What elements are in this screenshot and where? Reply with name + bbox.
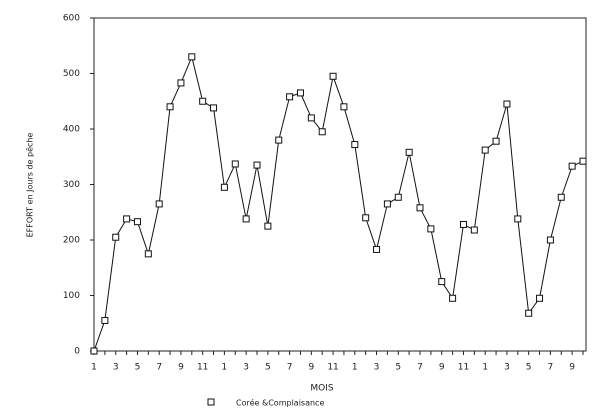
y-tick-label: 0: [74, 347, 80, 357]
point-marker: [568, 162, 576, 170]
x-tick-label: 5: [395, 363, 401, 373]
x-tick-label: 7: [287, 363, 293, 373]
point-marker: [383, 200, 391, 208]
point-marker: [220, 183, 228, 191]
point-marker: [188, 53, 196, 61]
x-axis-label: MOIS: [310, 384, 334, 394]
x-tick-label: 1: [91, 363, 97, 373]
point-marker: [231, 160, 239, 168]
point-marker: [112, 233, 120, 241]
point-marker: [492, 137, 500, 145]
x-tick-label: 3: [504, 363, 510, 373]
point-marker: [329, 72, 337, 80]
point-marker: [546, 236, 554, 244]
point-marker: [242, 215, 250, 223]
series-line: [93, 55, 584, 352]
point-marker: [557, 193, 565, 201]
point-marker: [155, 200, 163, 208]
point-marker: [525, 309, 533, 317]
x-tick-label: 3: [113, 363, 119, 373]
point-marker: [503, 100, 511, 108]
point-marker: [286, 93, 294, 101]
x-tick-label: 7: [417, 363, 423, 373]
point-marker: [394, 193, 402, 201]
x-tick-label: 3: [243, 363, 249, 373]
y-axis-label: EFFORT en Jours de pêche: [25, 133, 35, 238]
legend-marker: [207, 398, 215, 406]
point-marker: [166, 103, 174, 111]
x-tick-label: 9: [308, 363, 314, 373]
x-tick-label: 1: [482, 363, 488, 373]
point-marker: [177, 79, 185, 87]
x-tick-label: 1: [352, 363, 358, 373]
x-tick-label: 9: [178, 363, 184, 373]
point-marker: [296, 89, 304, 97]
point-marker: [210, 104, 218, 112]
point-marker: [481, 146, 489, 154]
x-tick-label: 7: [156, 363, 162, 373]
y-tick-label: 200: [63, 236, 80, 246]
point-marker: [275, 136, 283, 144]
point-marker: [144, 250, 152, 258]
y-tick-label: 500: [63, 69, 80, 79]
point-marker: [438, 278, 446, 286]
point-marker: [579, 157, 587, 165]
point-marker: [307, 114, 315, 122]
point-marker: [133, 218, 141, 226]
point-marker: [416, 204, 424, 212]
point-marker: [536, 294, 544, 302]
point-marker: [459, 220, 467, 228]
y-tick-label: 600: [63, 14, 80, 24]
x-tick-label: 11: [327, 363, 338, 373]
point-marker: [362, 214, 370, 222]
point-marker: [427, 225, 435, 233]
point-marker: [373, 245, 381, 253]
x-tick-label: 7: [548, 363, 554, 373]
plot-frame: [93, 17, 587, 352]
point-marker: [449, 294, 457, 302]
x-tick-label: 5: [135, 363, 141, 373]
point-marker: [340, 103, 348, 111]
point-marker: [351, 141, 359, 149]
y-tick-label: 300: [63, 180, 80, 190]
point-marker: [253, 161, 261, 169]
x-tick-label: 3: [374, 363, 380, 373]
point-marker: [470, 226, 478, 234]
x-tick-label: 5: [265, 363, 271, 373]
point-marker: [318, 128, 326, 136]
y-tick-label: 400: [63, 125, 80, 135]
x-tick-label: 5: [526, 363, 532, 373]
legend-label: Corée &Complaisance: [236, 398, 324, 408]
x-tick-label: 1: [222, 363, 228, 373]
x-tick-label: 9: [569, 363, 575, 373]
x-tick-label: 11: [197, 363, 208, 373]
x-tick-label: 9: [439, 363, 445, 373]
point-marker: [264, 222, 272, 230]
point-marker: [405, 148, 413, 156]
x-tick-label: 11: [458, 363, 469, 373]
point-marker: [101, 316, 109, 324]
point-marker: [90, 347, 98, 355]
point-marker: [199, 97, 207, 105]
point-marker: [514, 215, 522, 223]
y-tick-label: 100: [63, 291, 80, 301]
point-marker: [123, 215, 131, 223]
